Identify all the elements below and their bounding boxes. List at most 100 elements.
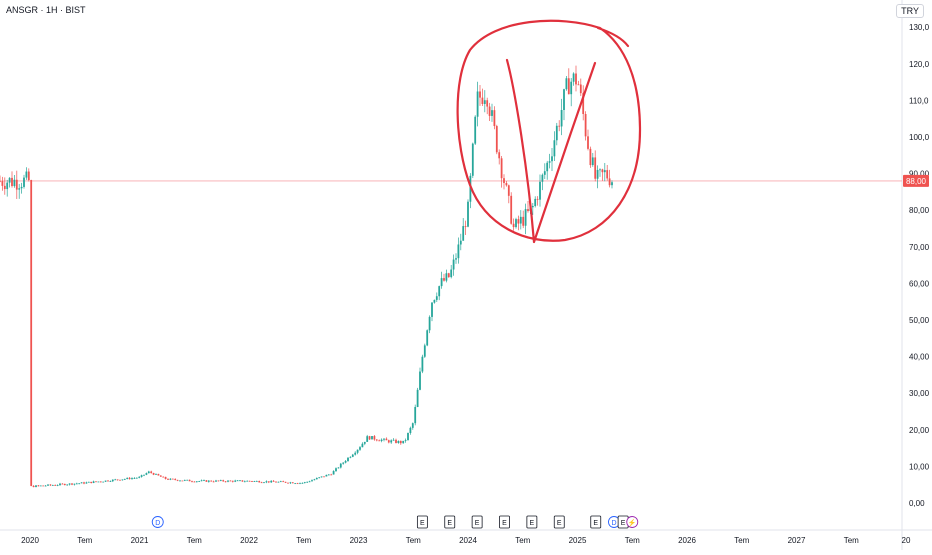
candle-body (332, 471, 335, 475)
candle-body (109, 481, 112, 482)
candle-body (13, 179, 16, 187)
candle-body (138, 476, 141, 478)
candle-body (229, 480, 232, 482)
candle-body (296, 483, 299, 485)
candle-body (171, 478, 174, 480)
candle-body (459, 240, 462, 245)
y-tick-label: 90,00 (909, 170, 930, 179)
candle-body (104, 480, 107, 482)
x-tick-label: Tem (734, 536, 749, 545)
y-tick-label: 10,00 (909, 462, 930, 471)
candle-body (78, 483, 81, 485)
event-marker-label: D (155, 520, 160, 527)
event-marker-label: E (420, 520, 425, 527)
candle-body (193, 481, 196, 483)
candle-body (380, 439, 383, 441)
x-tick-label: 2026 (678, 536, 696, 545)
candle-body (11, 177, 13, 187)
y-tick-label: 30,00 (909, 389, 930, 398)
earnings-marker[interactable] (590, 515, 602, 529)
candle-body (188, 479, 191, 482)
candle-body (378, 440, 381, 442)
last-price-label: 88,00 (906, 177, 927, 186)
candle-body (493, 110, 496, 127)
event-marker-label: D (611, 520, 616, 527)
x-tick-label: 20 (902, 536, 911, 545)
candle-body (601, 169, 604, 173)
candle-body (35, 485, 37, 488)
candle-body (320, 476, 323, 478)
dividend-marker[interactable] (151, 516, 164, 528)
candle-body (450, 269, 453, 278)
candle-body (87, 481, 90, 483)
candle-body (253, 481, 256, 482)
candle-body (385, 438, 388, 441)
candle-body (419, 371, 421, 390)
candle-body (231, 480, 234, 482)
earnings-marker[interactable] (416, 515, 428, 529)
candle-body (373, 436, 376, 440)
candle-body (287, 482, 289, 484)
candle-body (560, 109, 563, 127)
earnings-marker[interactable] (444, 515, 456, 529)
candle-body (411, 423, 414, 428)
candle-body (536, 198, 539, 200)
candle-body (431, 302, 433, 317)
candle-body (483, 100, 486, 104)
currency-button[interactable]: TRY (896, 4, 924, 18)
candle-body (114, 479, 117, 481)
candle-body (356, 449, 359, 453)
candle-body (498, 152, 501, 159)
candle-body (243, 481, 246, 483)
y-tick-label: 40,00 (909, 353, 930, 362)
candle-body (294, 483, 297, 485)
candle-body (61, 483, 64, 485)
candle-body (147, 471, 150, 474)
candle-body (255, 481, 258, 482)
candle-body (555, 125, 558, 141)
earnings-marker[interactable] (471, 515, 483, 529)
candle-body (409, 427, 412, 433)
candle-body (395, 439, 397, 443)
candle-body (414, 406, 417, 424)
candle-body (572, 73, 575, 82)
candle-body (270, 480, 273, 483)
candle-body (524, 209, 527, 226)
candle-body (291, 482, 294, 484)
candle-body (488, 106, 491, 116)
candle-body (222, 480, 225, 482)
candle-body (155, 473, 157, 475)
candle-body (164, 476, 167, 479)
candle-body (56, 485, 59, 486)
earnings-marker[interactable] (499, 515, 510, 529)
candle-body (546, 162, 549, 172)
earnings-marker[interactable] (553, 515, 565, 529)
candle-body (97, 481, 100, 483)
candle-body (402, 440, 405, 444)
candle-body (452, 259, 455, 270)
candle-body (210, 480, 213, 482)
candle-body (587, 136, 589, 149)
candle-body (6, 182, 9, 190)
candle-body (95, 481, 97, 483)
candle-body (203, 480, 205, 482)
candle-body (313, 479, 316, 481)
candle-body (162, 476, 165, 478)
y-tick-label: 100,0 (909, 133, 930, 142)
candle-body (23, 177, 25, 187)
candle-body (80, 482, 83, 484)
split-marker[interactable] (626, 516, 639, 528)
candle-body (289, 482, 292, 484)
candle-body (464, 226, 467, 227)
earnings-marker[interactable] (526, 515, 538, 529)
candle-body (260, 482, 263, 484)
x-tick-label: Tem (844, 536, 859, 545)
candle-body (390, 440, 393, 443)
candle-body (584, 114, 587, 137)
candle-body (121, 479, 124, 481)
candle-body (476, 91, 479, 117)
candle-body (3, 185, 6, 190)
candle-body (207, 480, 210, 482)
